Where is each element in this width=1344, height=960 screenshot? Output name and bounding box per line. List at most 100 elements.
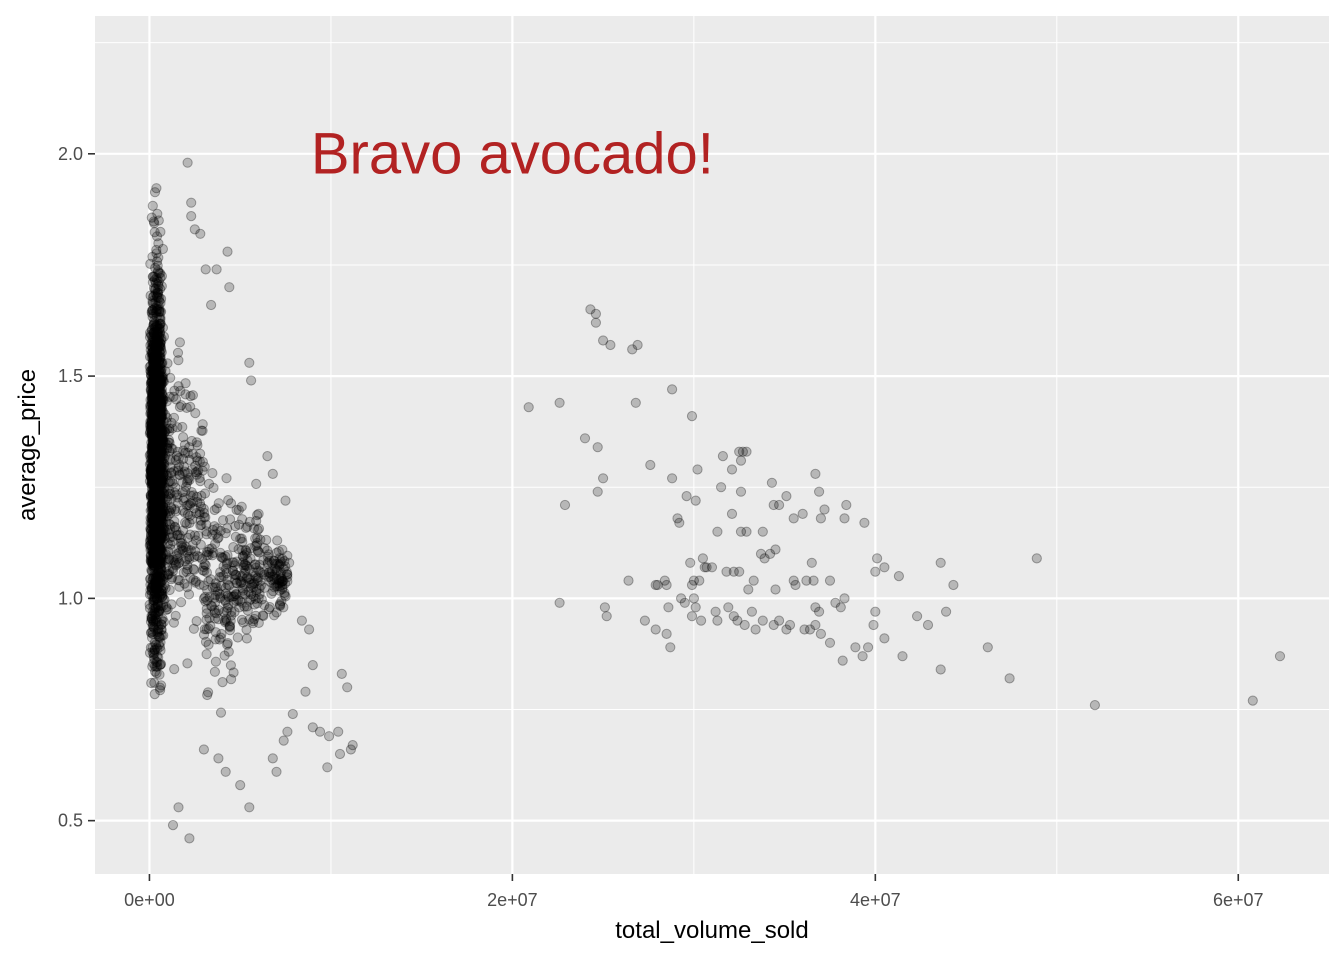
data-point (152, 468, 163, 479)
data-point (145, 505, 156, 516)
data-point (157, 508, 168, 519)
data-point (148, 445, 160, 456)
data-point (155, 450, 166, 461)
data-point (147, 506, 158, 517)
data-point (155, 365, 166, 376)
data-point (269, 582, 280, 593)
data-point (157, 426, 168, 438)
data-point (152, 383, 163, 394)
data-point (150, 418, 161, 429)
data-point (152, 657, 163, 668)
data-point (147, 392, 158, 403)
data-point (148, 328, 159, 339)
data-point (147, 516, 158, 528)
data-point (152, 522, 163, 533)
data-point (146, 409, 157, 420)
data-point (154, 457, 165, 469)
data-point (149, 466, 160, 477)
data-point (154, 319, 165, 330)
data-point (152, 651, 163, 662)
data-point (151, 445, 162, 456)
data-point (149, 477, 160, 488)
data-point (155, 353, 166, 364)
data-point (154, 403, 165, 414)
data-point (152, 429, 163, 440)
data-point (277, 544, 288, 555)
data-point (171, 489, 182, 500)
data-point (253, 572, 264, 583)
data-point (235, 533, 246, 544)
data-point (149, 481, 160, 492)
data-point (155, 452, 166, 463)
data-point (147, 471, 158, 482)
data-point (154, 323, 165, 334)
data-point (156, 499, 167, 510)
data-point (152, 457, 163, 468)
data-point (755, 548, 767, 560)
data-point (814, 606, 825, 617)
data-point (857, 651, 868, 662)
data-point (148, 461, 159, 472)
data-point (149, 603, 160, 614)
data-point (152, 290, 163, 301)
data-point (151, 533, 162, 544)
data-point (150, 327, 161, 338)
data-point (147, 486, 158, 497)
data-point (151, 397, 162, 408)
data-point (150, 397, 161, 408)
data-point (147, 575, 158, 586)
data-point (148, 467, 159, 478)
data-point (156, 411, 167, 422)
data-point (146, 557, 157, 568)
data-point (148, 469, 159, 481)
data-point (153, 480, 164, 491)
data-point (788, 513, 799, 524)
data-point (153, 505, 164, 517)
data-point (150, 392, 161, 403)
data-point (180, 541, 191, 553)
data-point (156, 462, 167, 473)
data-point (152, 304, 163, 315)
data-point (146, 446, 157, 457)
data-point (154, 570, 165, 582)
data-point (790, 579, 801, 591)
data-point (804, 624, 816, 635)
data-point (153, 460, 164, 471)
data-point (155, 379, 166, 390)
data-point (156, 474, 167, 485)
data-point (153, 462, 164, 473)
data-point (154, 508, 165, 519)
data-point (154, 455, 165, 466)
data-point (153, 578, 165, 589)
data-point (150, 360, 161, 371)
data-point (150, 462, 161, 473)
data-point (148, 320, 159, 332)
data-point (152, 601, 163, 612)
data-point (149, 327, 160, 338)
data-point (152, 329, 163, 340)
data-point (146, 413, 157, 425)
data-point (151, 487, 162, 498)
data-point (154, 346, 165, 357)
data-point (145, 556, 157, 567)
data-point (147, 582, 158, 594)
data-point (146, 627, 157, 638)
data-point (162, 423, 173, 435)
data-point (153, 413, 165, 424)
data-point (157, 501, 168, 512)
data-point (151, 379, 162, 390)
data-point (151, 588, 162, 599)
data-point (148, 453, 159, 464)
x-tick-label: 2e+07 (487, 890, 538, 910)
data-point (151, 367, 162, 378)
data-point (153, 397, 164, 408)
data-point (149, 365, 160, 376)
data-point (152, 405, 163, 416)
data-point (152, 460, 163, 471)
data-point (156, 379, 167, 390)
data-point (148, 445, 160, 457)
data-point (154, 515, 166, 526)
data-point (173, 802, 184, 813)
data-point (146, 325, 157, 336)
data-point (152, 387, 163, 398)
